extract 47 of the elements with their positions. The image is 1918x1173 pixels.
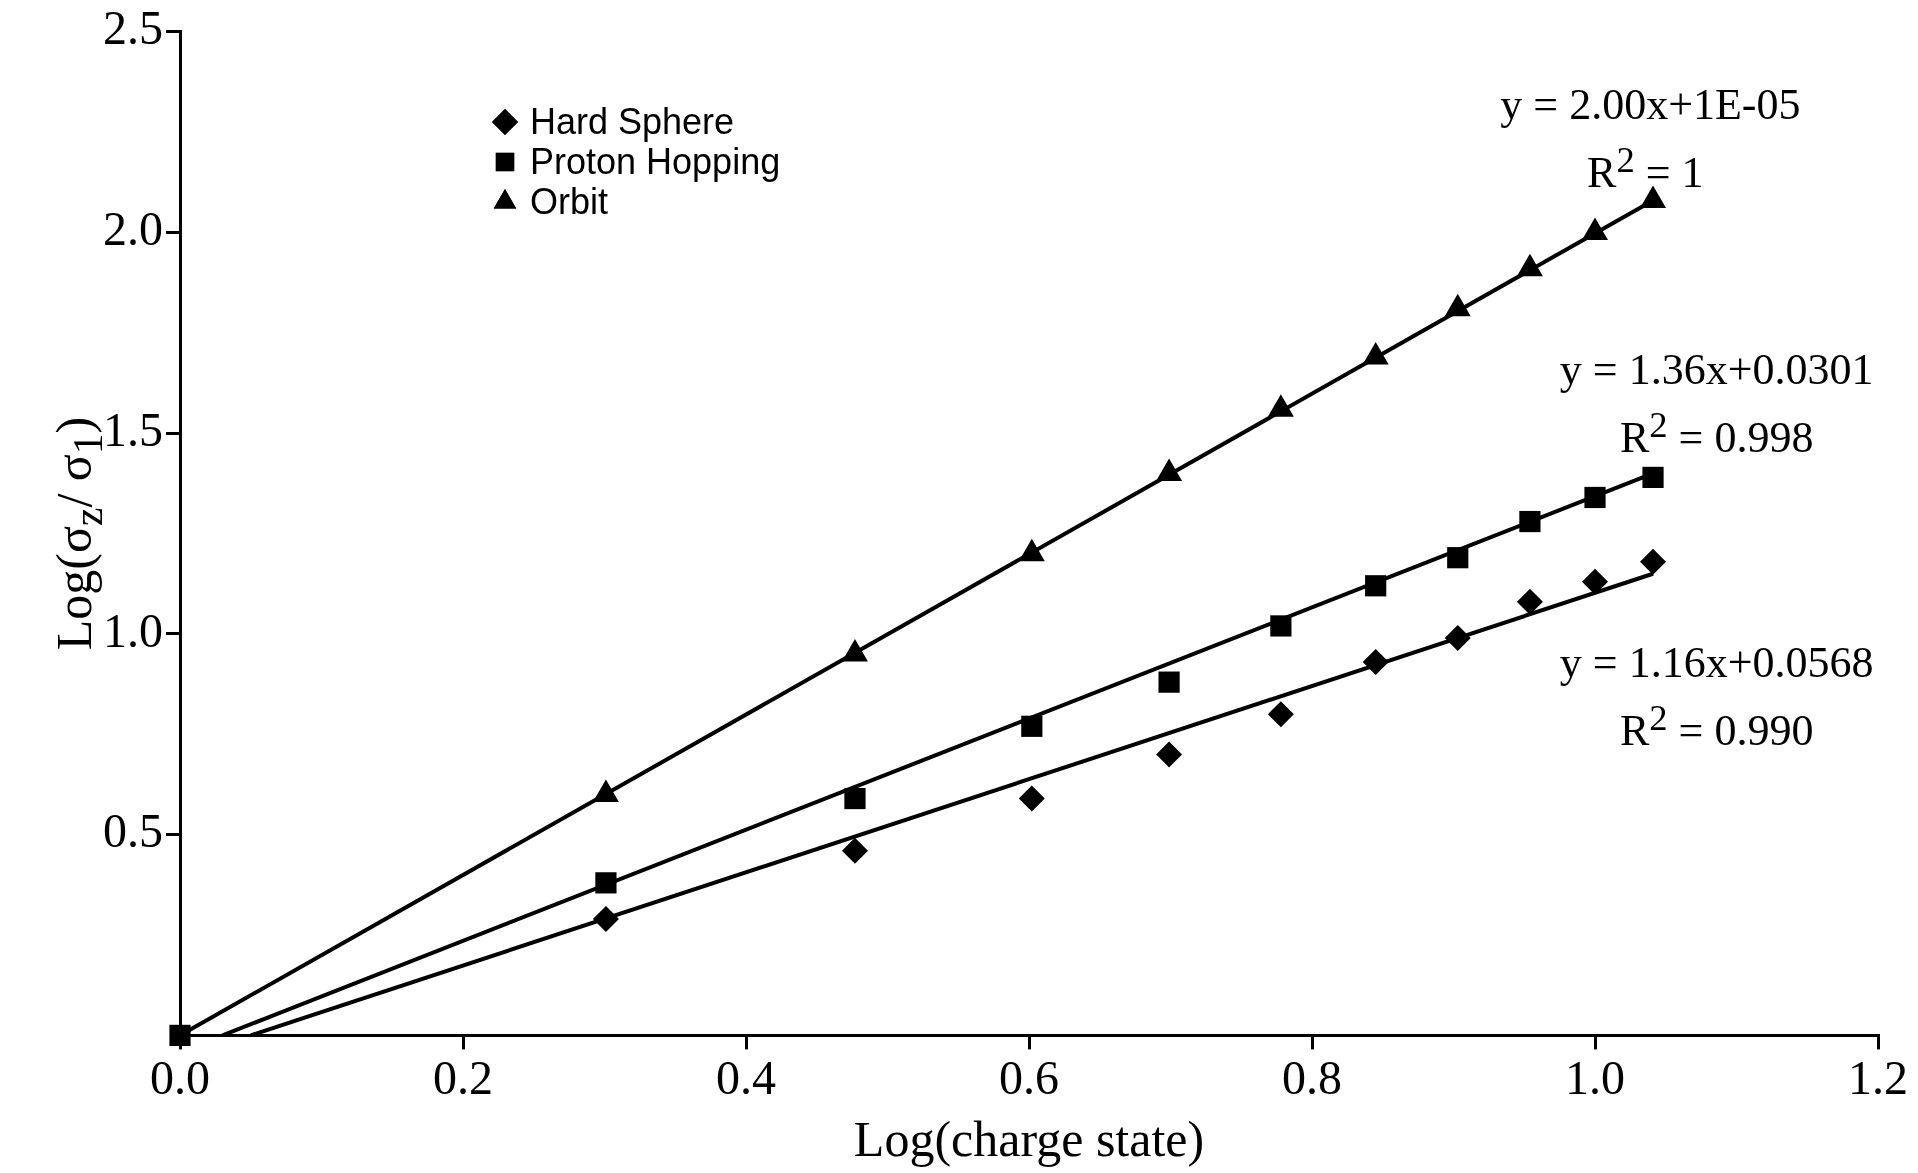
annotation: R$^{2}$ = 0.998 [1619, 402, 1814, 464]
point [1018, 785, 1045, 812]
point [1267, 394, 1294, 417]
x-tick-label: 1.2 [1848, 1050, 1908, 1104]
x-tick-label: 0.6 [999, 1050, 1059, 1104]
point [1582, 568, 1608, 595]
point [1270, 615, 1292, 637]
y-tick-label: 2.0 [103, 202, 163, 256]
x-tick-label: 0.4 [716, 1050, 776, 1104]
point [841, 837, 868, 864]
point [1642, 466, 1664, 489]
x-tick-label: 0.2 [433, 1050, 493, 1104]
point [1158, 671, 1180, 693]
point [1640, 185, 1667, 208]
point [844, 787, 866, 810]
y-tick-label: 1.0 [103, 603, 163, 657]
annotation: y = 1.36x+0.0301 [1559, 343, 1874, 395]
point [1444, 293, 1471, 317]
point [1516, 253, 1543, 277]
point [1362, 341, 1389, 365]
annotation: R$^{2}$ = 1 [1587, 137, 1704, 199]
y-tick-label: 2.5 [103, 1, 163, 55]
point [1584, 486, 1606, 509]
point [1365, 575, 1387, 597]
x-tick-label: 0.8 [1282, 1050, 1342, 1104]
point [595, 872, 617, 894]
point [1444, 624, 1471, 651]
point [1582, 217, 1608, 241]
annotation: y = 1.16x+0.0568 [1559, 636, 1874, 688]
point [1516, 588, 1543, 615]
legend-label: Hard Sphere [530, 100, 735, 142]
legend-label: Orbit [530, 180, 609, 222]
point [1640, 548, 1667, 575]
point [1156, 741, 1183, 768]
point [1519, 510, 1541, 533]
point [1021, 715, 1043, 737]
y-tick-label: 0.5 [103, 804, 163, 858]
x-axis-title: Log(charge state) [853, 1111, 1205, 1168]
point [1362, 649, 1389, 676]
point [592, 905, 619, 932]
annotation: y = 2.00x+1E-05 [1500, 78, 1801, 130]
x-tick-label: 0.0 [150, 1050, 210, 1104]
point [1447, 547, 1469, 569]
y-tick-label: 1.5 [103, 402, 163, 456]
point [1267, 701, 1294, 728]
annotation: R$^{2}$ = 0.990 [1619, 695, 1814, 757]
x-tick-label: 1.0 [1565, 1050, 1625, 1104]
